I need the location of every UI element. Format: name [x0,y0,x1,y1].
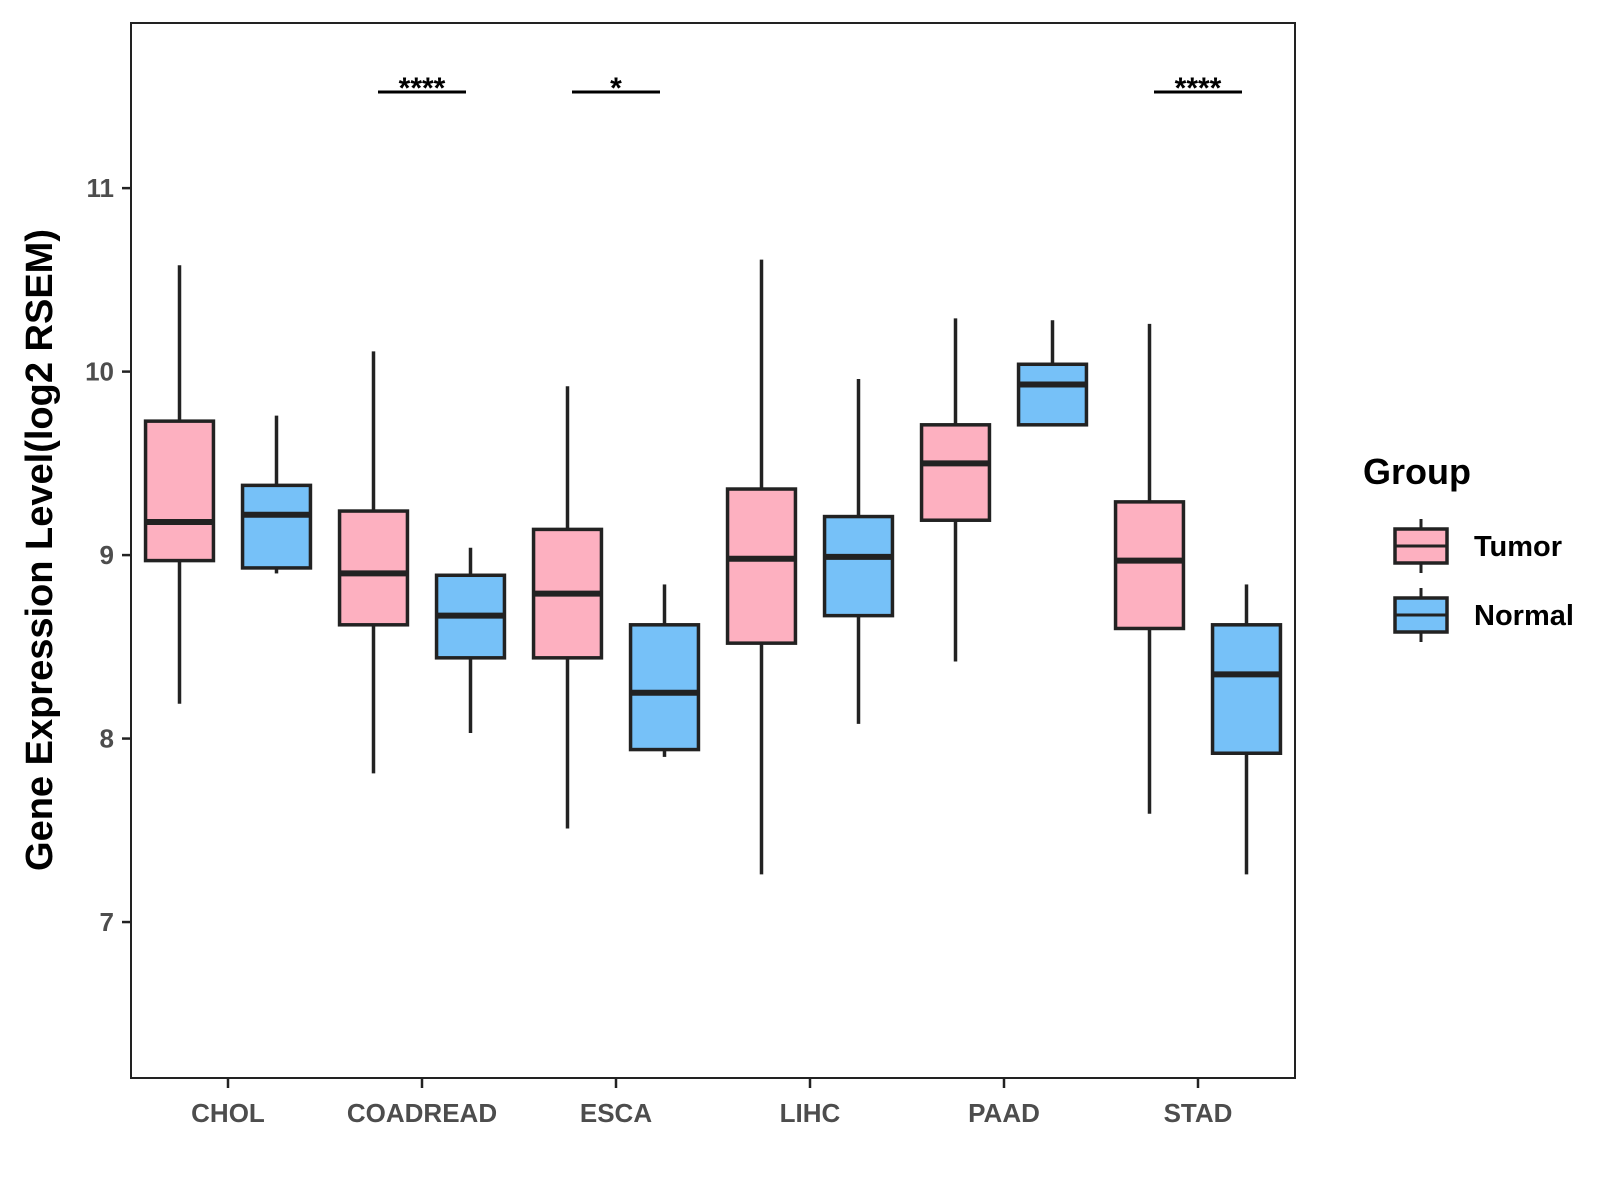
x-tick-label-stad: STAD [1164,1098,1233,1128]
box-body-tumor-paad [919,423,992,522]
box-body-normal-stad [1210,623,1283,755]
x-tick-label-coadread: COADREAD [347,1098,497,1128]
box-normal-esca [628,584,701,757]
box-tumor-paad [919,318,992,662]
box-normal-paad [1016,320,1089,427]
significance-label-coadread: **** [399,72,446,105]
y-tick-label-11: 11 [87,173,115,203]
boxes-layer [143,259,1283,875]
legend: Group Tumor Normal [1363,451,1574,642]
box-body-normal-chol [240,483,313,570]
box-body-normal-esca [628,623,701,752]
box-tumor-stad [1113,323,1186,814]
annotations-layer: **** * **** [378,72,1242,105]
box-body-normal-paad [1016,362,1089,427]
box-body-tumor-lihc [725,487,798,645]
x-tick-label-esca: ESCA [580,1098,652,1128]
box-normal-chol [240,415,313,574]
box-tumor-chol [143,265,216,704]
box-normal-stad [1210,584,1283,875]
box-tumor-esca [531,386,604,829]
significance-label-esca: * [610,72,622,105]
legend-label-tumor: Tumor [1474,531,1562,563]
panel-border [130,22,1296,1079]
significance-label-stad: **** [1175,72,1222,105]
box-body-normal-lihc [822,514,895,618]
box-body-tumor-coadread [337,509,410,627]
box-normal-lihc [822,378,895,724]
box-body-tumor-stad [1113,500,1186,631]
legend-item-tumor: Tumor [1393,519,1562,573]
x-tick-label-paad: PAAD [968,1098,1040,1128]
box-tumor-coadread [337,351,410,774]
y-axis-label: Gene Expression Level(log2 RSEM) [19,229,61,871]
x-tick-label-chol: CHOL [191,1098,265,1128]
box-body-tumor-chol [143,419,216,563]
legend-title: Group [1363,451,1471,492]
y-tick-label-10: 10 [85,357,114,387]
legend-item-normal: Normal [1393,588,1574,642]
box-normal-coadread [434,547,507,734]
legend-label-normal: Normal [1474,600,1574,632]
box-tumor-lihc [725,259,798,875]
axes-layer: 7 8 9 10 11 CHOL COADREAD ESCA LIHC PAAD STAD [85,173,1232,1128]
y-tick-label-7: 7 [100,907,114,937]
y-tick-label-9: 9 [100,540,114,570]
x-tick-label-lihc: LIHC [780,1098,841,1128]
y-tick-label-8: 8 [100,724,114,754]
